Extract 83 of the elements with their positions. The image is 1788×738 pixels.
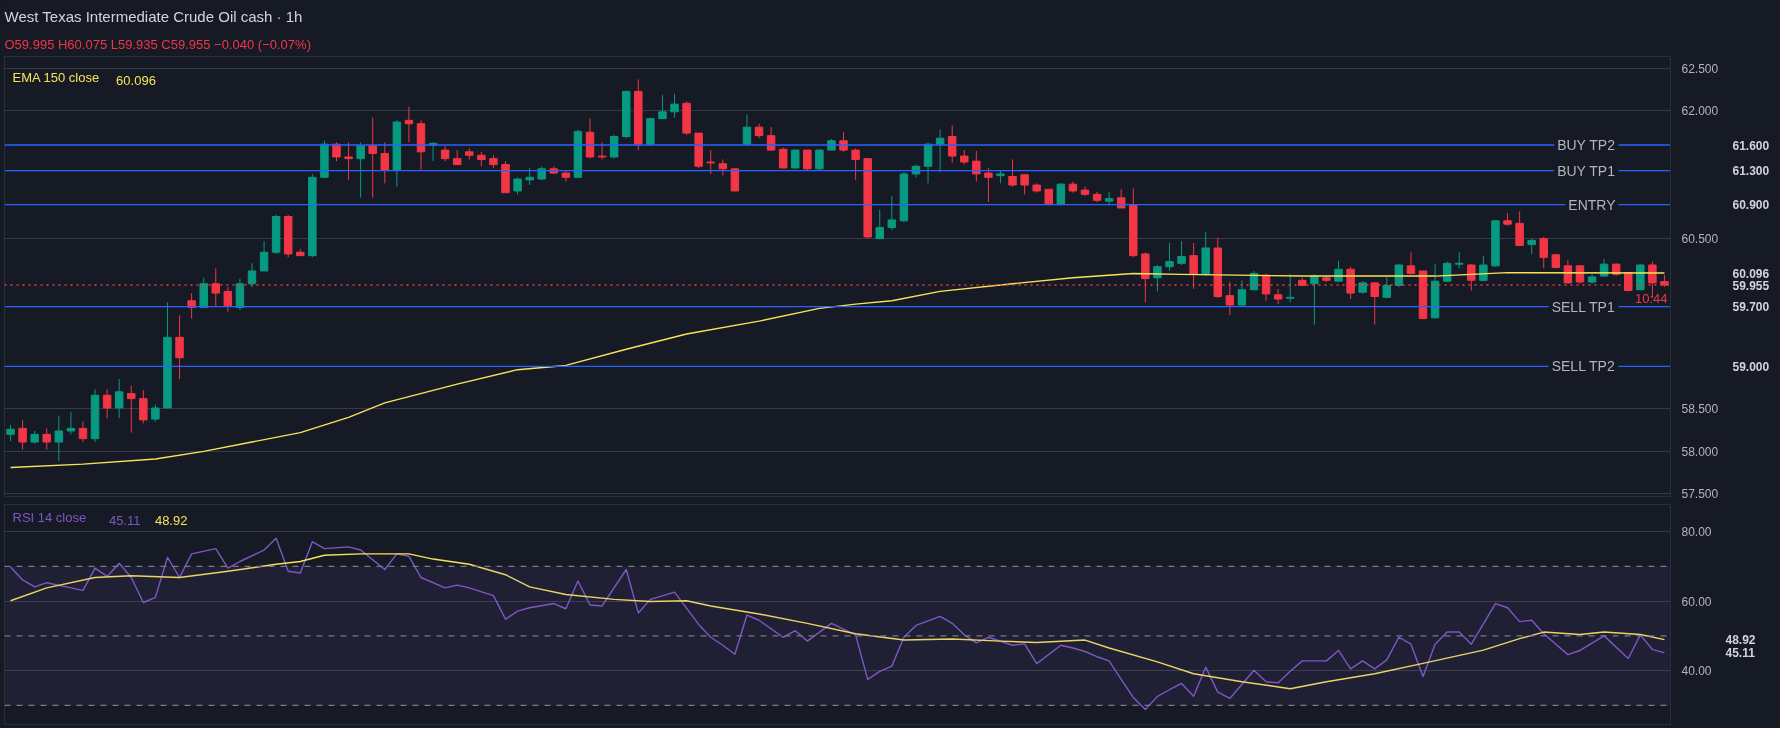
candlestick: [1539, 236, 1548, 269]
annotation: 10:44: [1634, 291, 1668, 307]
text: 45.11: [1725, 646, 1756, 661]
candlestick: [742, 113, 752, 147]
candlestick: [1479, 255, 1488, 282]
candlestick: [187, 292, 196, 320]
y-tick-label: 40.00: [1681, 664, 1712, 679]
text: 48.92: [1725, 633, 1756, 648]
y-tick-label: 57.500: [1681, 487, 1719, 502]
ref-line-label: SELL TP2: [1551, 358, 1615, 375]
text: 59.000: [1732, 359, 1770, 374]
annotation: 48.92: [154, 512, 188, 528]
y-tick-label: 58.500: [1681, 402, 1719, 417]
text: 60.900: [1732, 198, 1770, 213]
y-tick-label: 60.500: [1681, 232, 1719, 247]
candlestick: [984, 167, 993, 203]
candlestick: [658, 94, 667, 120]
candlestick: [102, 388, 112, 419]
chart-title: West Texas Intermediate Crude Oil cash · 1h: [4, 7, 303, 25]
ref-line-label: BUY TP1: [1557, 162, 1616, 179]
candlestick: [803, 149, 812, 172]
candlestick: [706, 149, 715, 175]
candlestick: [66, 411, 76, 435]
annotation: 45.11: [108, 512, 141, 528]
candlestick: [1237, 279, 1247, 308]
text: 59.955: [1732, 278, 1770, 293]
candlestick: [815, 148, 824, 172]
candlestick: [1273, 288, 1283, 305]
candlestick: [561, 170, 571, 183]
ref-line-label: SELL TP1: [1551, 298, 1615, 315]
candlestick: [42, 427, 51, 451]
ref-line-label: BUY TP2: [1557, 137, 1616, 154]
candlestick: [972, 150, 981, 183]
candlestick: [935, 129, 945, 173]
candlestick: [259, 240, 269, 272]
candlestick: [114, 378, 124, 419]
y-tick-label: 80.00: [1681, 525, 1712, 540]
annotation: 60.096: [116, 72, 156, 88]
candlestick: [368, 117, 377, 199]
line-series: [9, 271, 1666, 469]
candlestick: [1285, 273, 1295, 303]
candlestick: [127, 385, 136, 434]
ref-line-label: ENTRY: [1568, 196, 1617, 213]
candlestick: [778, 147, 788, 169]
candlestick: [139, 389, 148, 424]
candlestick: [356, 141, 365, 199]
candlestick: [1116, 188, 1126, 209]
y-tick-label: 62.000: [1681, 104, 1719, 119]
candlestick: [609, 134, 619, 160]
text: 61.600: [1732, 138, 1770, 153]
text: RSI 14 close: [12, 509, 87, 525]
candlestick: [344, 141, 353, 181]
candlestick: [235, 278, 245, 311]
y-tick-label: 62.500: [1681, 61, 1719, 76]
candlestick: [18, 419, 27, 451]
candlestick: [1008, 158, 1017, 188]
candlestick: [791, 148, 800, 169]
line-series: [9, 537, 1666, 711]
candlestick: [1165, 242, 1174, 272]
candlestick: [175, 314, 184, 380]
candlestick: [247, 262, 257, 288]
candlestick: [78, 421, 88, 443]
text: EMA 150 close: [12, 69, 100, 85]
candlestick: [887, 195, 897, 231]
y-tick-label: 58.000: [1681, 444, 1719, 459]
y-tick-label: 60.00: [1681, 594, 1712, 609]
text: 59.700: [1732, 300, 1770, 315]
candlestick: [1515, 210, 1524, 247]
candlestick: [730, 168, 740, 192]
candlestick: [670, 93, 679, 119]
line-series: [9, 553, 1666, 690]
candlestick: [597, 141, 607, 160]
candlestick: [380, 141, 390, 184]
chart-subtitle: O59.995 H60.075 L59.935 C59.955 −0.040 (−0.07%): [4, 36, 311, 52]
candlestick: [851, 147, 860, 181]
candlestick: [54, 415, 64, 462]
candlestick: [1104, 191, 1114, 206]
candlestick: [875, 209, 884, 240]
candlestick: [947, 124, 957, 164]
text: 60.096: [1732, 266, 1770, 281]
candlestick: [199, 277, 208, 309]
candlestick: [1177, 240, 1186, 266]
text: 61.300: [1732, 164, 1770, 179]
